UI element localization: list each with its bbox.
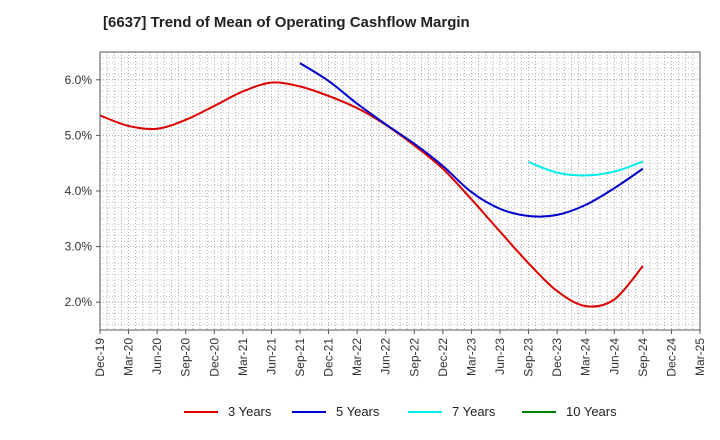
x-axis: Dec-19 Mar-20 Jun-20 Sep-20 Dec-20 Mar-21 Jun-… <box>93 330 707 377</box>
x-tick-label: Mar-22 <box>350 338 364 376</box>
series-line-5-years <box>299 62 644 218</box>
legend-swatch <box>184 410 218 413</box>
x-tick-label: Jun-20 <box>150 338 164 375</box>
x-tick-label: Dec-22 <box>436 338 450 377</box>
x-tick-label: Dec-21 <box>322 338 336 377</box>
y-axis: 2.0% 3.0% 4.0% 5.0% 6.0% <box>65 73 100 309</box>
x-tick-label: Dec-19 <box>93 338 107 377</box>
x-tick-label: Jun-21 <box>264 338 278 375</box>
legend-item-5-years: 5 Years <box>292 404 379 419</box>
x-tick-label: Jun-23 <box>493 338 507 375</box>
y-tick-label: 5.0% <box>65 128 93 142</box>
legend-label: 5 Years <box>336 404 380 419</box>
legend-item-3-years: 3 Years <box>184 404 271 419</box>
x-tick-label: Dec-24 <box>664 338 678 377</box>
x-tick-label: Jun-24 <box>607 338 621 375</box>
legend-swatch <box>292 410 326 413</box>
legend: 3 Years 5 Years 7 Years 10 Years <box>0 404 720 426</box>
legend-swatch <box>522 410 556 413</box>
x-tick-label: Mar-21 <box>236 338 250 376</box>
x-tick-label: Dec-20 <box>207 338 221 377</box>
x-tick-label: Dec-23 <box>550 338 564 377</box>
plot-frame <box>99 51 701 331</box>
y-tick-label: 4.0% <box>65 184 93 198</box>
legend-item-7-years: 7 Years <box>408 404 495 419</box>
x-tick-label: Sep-22 <box>407 338 421 377</box>
x-tick-label: Mar-25 <box>693 338 707 376</box>
y-tick-label: 2.0% <box>65 295 93 309</box>
x-tick-label: Mar-20 <box>122 338 136 376</box>
x-tick-label: Mar-24 <box>579 338 593 376</box>
x-tick-label: Sep-24 <box>636 338 650 377</box>
x-tick-label: Jun-22 <box>379 338 393 375</box>
x-tick-label: Mar-23 <box>464 338 478 376</box>
legend-swatch <box>408 410 442 413</box>
legend-label: 10 Years <box>566 404 617 419</box>
series-line-7-years <box>528 160 644 177</box>
y-tick-label: 6.0% <box>65 73 93 87</box>
x-tick-label: Sep-23 <box>522 338 536 377</box>
chart-title: [6637] Trend of Mean of Operating Cashfl… <box>103 14 470 31</box>
series-group <box>99 62 644 308</box>
legend-item-10-years: 10 Years <box>522 404 617 419</box>
x-tick-label: Sep-21 <box>293 338 307 377</box>
series-line-3-years <box>99 81 644 308</box>
legend-label: 3 Years <box>228 404 272 419</box>
legend-label: 7 Years <box>452 404 496 419</box>
x-tick-label: Sep-20 <box>179 338 193 377</box>
y-tick-label: 3.0% <box>65 240 93 254</box>
